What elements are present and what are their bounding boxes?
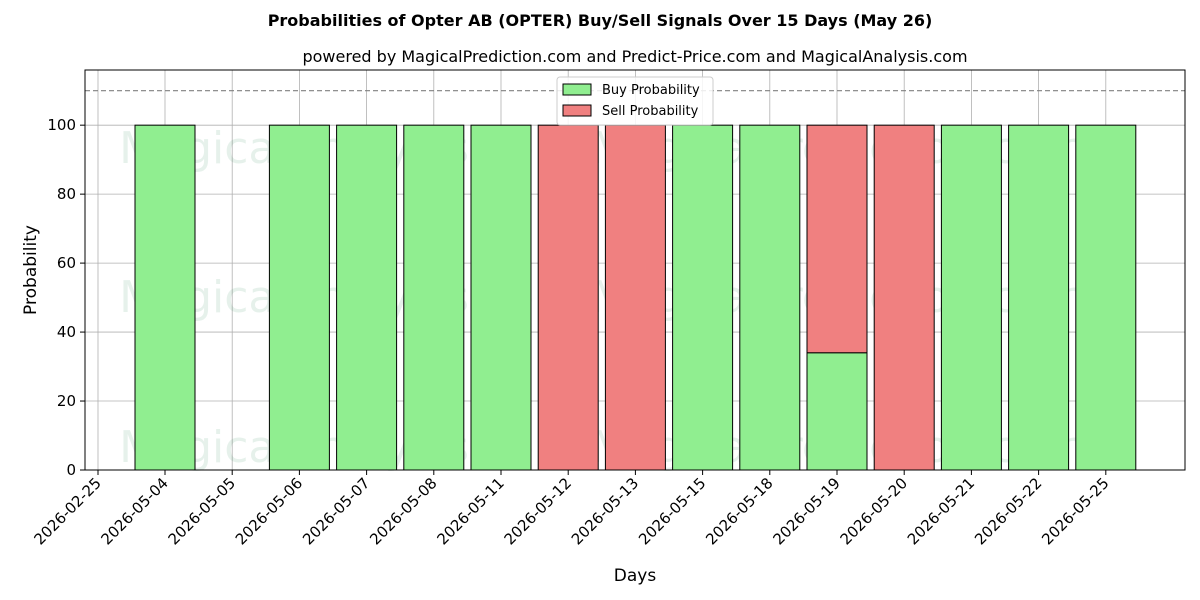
- x-tick-label: 2026-05-18: [702, 474, 776, 548]
- buy-bar: [336, 124, 398, 471]
- legend: Buy Probability Sell Probability: [556, 76, 714, 126]
- x-tick-label: 2026-05-22: [971, 474, 1045, 548]
- buy-bar: [739, 124, 801, 471]
- legend-swatch-sell: [562, 104, 592, 117]
- y-axis-label: Probability: [21, 225, 41, 315]
- x-tick-label: 2026-05-08: [366, 474, 440, 548]
- buy-bar: [806, 352, 868, 471]
- buy-bar: [134, 124, 196, 471]
- bar-layer: [134, 124, 1137, 471]
- buy-bar: [403, 124, 465, 471]
- y-tick-label: 40: [57, 323, 76, 341]
- buy-bar: [1008, 124, 1070, 471]
- x-tick-label: 2026-05-04: [97, 474, 171, 548]
- x-tick-label: 2026-05-11: [433, 474, 507, 548]
- x-axis-label: Days: [614, 566, 657, 586]
- x-tick-label: 2026-05-07: [299, 474, 373, 548]
- sell-bar: [604, 124, 666, 471]
- watermark-layer: MagicalAnalysis.comMagicalPrediction.com…: [119, 123, 1085, 473]
- chart-subtitle: powered by MagicalPrediction.com and Pre…: [302, 47, 967, 66]
- sell-bar: [806, 124, 868, 354]
- sell-bar: [537, 124, 599, 471]
- y-tick-label: 100: [47, 116, 76, 134]
- buy-bar: [470, 124, 532, 471]
- y-tick-label: 20: [57, 392, 76, 410]
- x-tick-label: 2026-05-20: [837, 474, 911, 548]
- plot-frame: [84, 69, 1186, 471]
- y-tick-label: 60: [57, 254, 76, 272]
- legend-label-sell: Sell Probability: [602, 104, 699, 119]
- y-tick-label: 80: [57, 185, 76, 203]
- buy-bar: [1075, 124, 1137, 471]
- y-tick-label: 0: [66, 461, 76, 479]
- x-tick-label: 2026-05-15: [635, 474, 709, 548]
- chart-title: Probabilities of Opter AB (OPTER) Buy/Se…: [268, 11, 933, 30]
- buy-bar: [940, 124, 1002, 471]
- x-tick-label: 2026-05-13: [568, 474, 642, 548]
- x-tick-label: 2026-05-12: [501, 474, 575, 548]
- legend-swatch-buy: [562, 83, 592, 96]
- x-tick-label: 2026-02-25: [30, 474, 104, 548]
- sell-bar: [873, 124, 935, 471]
- x-tick-label: 2026-05-06: [232, 474, 306, 548]
- x-tick-label: 2026-05-25: [1038, 474, 1112, 548]
- buy-bar: [268, 124, 330, 471]
- x-tick-label: 2026-05-21: [904, 474, 978, 548]
- x-tick-label: 2026-05-19: [769, 474, 843, 548]
- x-tick-label: 2026-05-05: [165, 474, 239, 548]
- buy-bar: [672, 124, 734, 471]
- legend-label-buy: Buy Probability: [602, 83, 700, 98]
- legend-box: [556, 76, 714, 126]
